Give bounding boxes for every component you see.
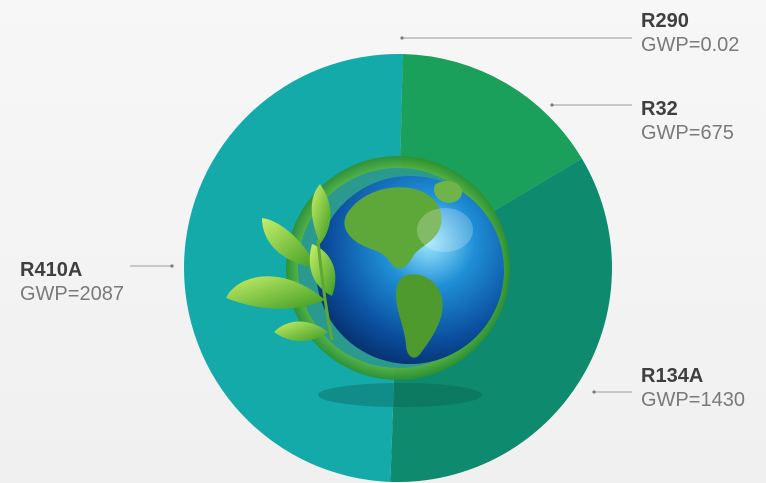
label-r134a: R134A GWP=1430 — [641, 364, 745, 412]
leaf-icon — [311, 184, 331, 244]
continent-north-america — [344, 187, 442, 269]
pie-slice-r134a — [390, 158, 612, 482]
slice-name-r290: R290 — [641, 10, 689, 32]
slice-value-r290: GWP=0.02 — [641, 34, 740, 56]
leaf-icon — [226, 276, 325, 309]
continent-south-america — [396, 274, 443, 358]
leader-dot-r410a — [170, 264, 174, 268]
leader-dot-r134a — [592, 390, 596, 394]
slice-value-r410a: GWP=2087 — [20, 283, 124, 305]
label-r32: R32 GWP=675 — [641, 97, 734, 145]
globe-shadow — [318, 383, 482, 407]
leaf-stem — [316, 239, 334, 341]
continent-greenland — [433, 181, 462, 203]
slice-name-r134a: R134A — [641, 365, 704, 387]
slice-value-r32: GWP=675 — [641, 122, 734, 144]
globe-highlight — [417, 208, 473, 252]
slice-value-r134a: GWP=1430 — [641, 389, 745, 411]
globe-illustration — [226, 156, 510, 407]
slice-name-r32: R32 — [641, 98, 678, 120]
leader-dot-r290 — [400, 36, 404, 40]
slice-name-r410a: R410A — [20, 259, 83, 281]
leader-dot-r32 — [550, 103, 554, 107]
label-r410a: R410A GWP=2087 — [20, 258, 124, 306]
label-r290: R290 GWP=0.02 — [641, 9, 739, 57]
leaf-icon — [262, 218, 318, 268]
leaf-icon — [274, 321, 328, 341]
